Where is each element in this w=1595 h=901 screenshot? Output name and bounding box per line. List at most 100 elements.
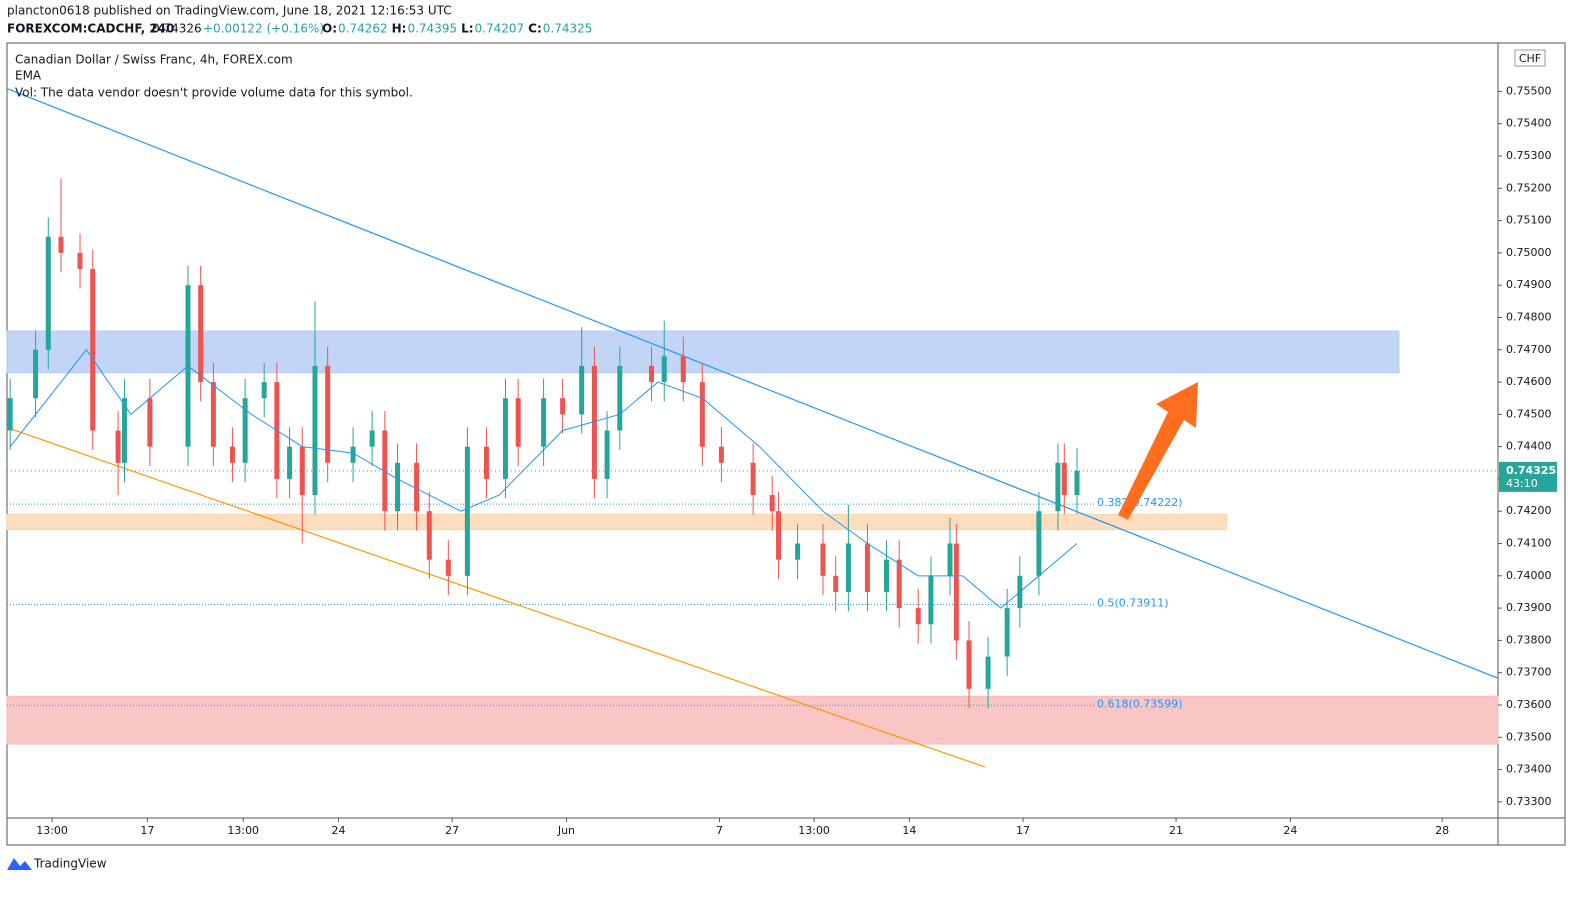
candle-body — [947, 543, 953, 576]
x-tick-label: Jun — [557, 824, 575, 837]
candle-body — [395, 462, 401, 512]
x-tick-label: 24 — [331, 824, 345, 837]
y-tick-label: 0.73400 — [1506, 763, 1552, 776]
ohlc-value: 0.74395 — [407, 22, 457, 36]
x-tick-label: 27 — [445, 824, 459, 837]
currency: CHF — [1519, 52, 1541, 65]
fib-label: 0.5(0.73911) — [1097, 597, 1169, 610]
ohlc-label: H: — [392, 22, 407, 36]
fib-label: 0.382(0.74222) — [1097, 496, 1183, 509]
x-tick-label: 17 — [1016, 824, 1030, 837]
plot: 0.382(0.74222) 0.5(0.73911) 0.618(0.73599) — [6, 87, 1499, 768]
candle-body — [502, 398, 508, 479]
candle-body — [883, 559, 889, 592]
x-tick-label: 14 — [902, 824, 916, 837]
trendline — [6, 427, 986, 768]
candle-body — [776, 511, 782, 560]
candle-body — [1061, 462, 1067, 496]
candle-body — [864, 543, 870, 592]
arrow — [1118, 382, 1198, 520]
candle-body — [915, 608, 921, 625]
candle-body — [77, 252, 83, 270]
y-tick-label: 0.74200 — [1506, 504, 1552, 517]
ohlc-label: C: — [528, 22, 542, 36]
candle-body — [1055, 462, 1061, 512]
chart-title: Canadian Dollar / Swiss Franc, 4h, FOREX… — [15, 53, 293, 67]
x-tick-label: 7 — [716, 824, 723, 837]
y-tick-label: 0.74700 — [1506, 343, 1552, 356]
candle-body — [287, 446, 293, 479]
candle-body — [445, 559, 451, 576]
last-price-badge — [1499, 461, 1557, 492]
x-tick-label: 13:00 — [227, 824, 259, 837]
indicator: EMA — [15, 69, 42, 83]
publisher: plancton0618 published on TradingView.co… — [7, 4, 452, 18]
candle-body — [261, 382, 267, 399]
candle-body — [1004, 608, 1010, 657]
candle-body — [299, 446, 305, 496]
candle-body — [147, 398, 153, 447]
candle-body — [426, 511, 432, 560]
y-tick-label: 0.75300 — [1506, 149, 1552, 162]
ema-line — [9, 348, 1078, 609]
x-tick-label: 13:00 — [36, 824, 68, 837]
candle-body — [33, 349, 39, 399]
candle-body — [953, 543, 959, 641]
y-tick-label: 0.75000 — [1506, 246, 1552, 259]
x-tick-label: 13:00 — [798, 824, 830, 837]
y-tick-label: 0.73500 — [1506, 730, 1552, 743]
candle-body — [325, 365, 331, 463]
ohlc-value: 0.74262 — [338, 22, 388, 36]
candle-body — [45, 236, 51, 350]
candle-body — [604, 430, 610, 479]
candle-body — [1074, 470, 1080, 496]
candle-body — [750, 462, 756, 496]
zone — [6, 695, 1499, 745]
y-tick-label: 0.75500 — [1506, 84, 1552, 97]
candle-body — [718, 446, 724, 463]
zone — [6, 513, 1228, 531]
candle-body — [515, 398, 521, 447]
ohlc-label: O: — [322, 22, 337, 36]
candle-body — [680, 356, 686, 383]
y-tick-label: 0.73900 — [1506, 601, 1552, 614]
countdown: 43:10 — [1506, 477, 1538, 490]
candle-body — [312, 365, 318, 496]
candle-body — [210, 382, 216, 447]
y-tick-label: 0.75100 — [1506, 214, 1552, 227]
ohlc-value: 0.74207 — [475, 22, 525, 36]
candle-body — [350, 446, 356, 463]
candle-body — [928, 575, 934, 625]
candle-body — [985, 656, 991, 689]
y-tick-label: 0.74400 — [1506, 440, 1552, 453]
fib-label: 0.618(0.73599) — [1097, 697, 1183, 710]
frame — [6, 42, 1566, 846]
y-tick-label: 0.74500 — [1506, 407, 1552, 420]
ohlc-label: L: — [461, 22, 473, 36]
candle-body — [1036, 511, 1042, 576]
candle-body — [198, 285, 204, 383]
y-tick-label: 0.74900 — [1506, 278, 1552, 291]
change: +0.00122 (+0.16%) — [203, 22, 324, 36]
candle-body — [121, 398, 127, 463]
candle-body — [58, 236, 64, 253]
brand: TradingView — [33, 857, 107, 871]
candle-body — [579, 365, 585, 415]
candle-body — [229, 446, 235, 463]
candle-body — [115, 430, 121, 463]
x-tick-label: 17 — [140, 824, 154, 837]
candle-body — [541, 398, 547, 447]
candle-body — [699, 382, 705, 447]
x-tick-label: 21 — [1169, 824, 1183, 837]
y-tick-label: 0.74600 — [1506, 375, 1552, 388]
y-tick-label: 0.73600 — [1506, 698, 1552, 711]
x-tick-label: 28 — [1435, 824, 1449, 837]
candle-body — [242, 398, 248, 463]
candle-body — [795, 543, 801, 560]
volume-note: Vol: The data vendor doesn't provide vol… — [15, 86, 413, 100]
trendline — [6, 87, 1499, 679]
ohlc-value: 0.74325 — [543, 22, 593, 36]
candle-body — [966, 640, 972, 689]
